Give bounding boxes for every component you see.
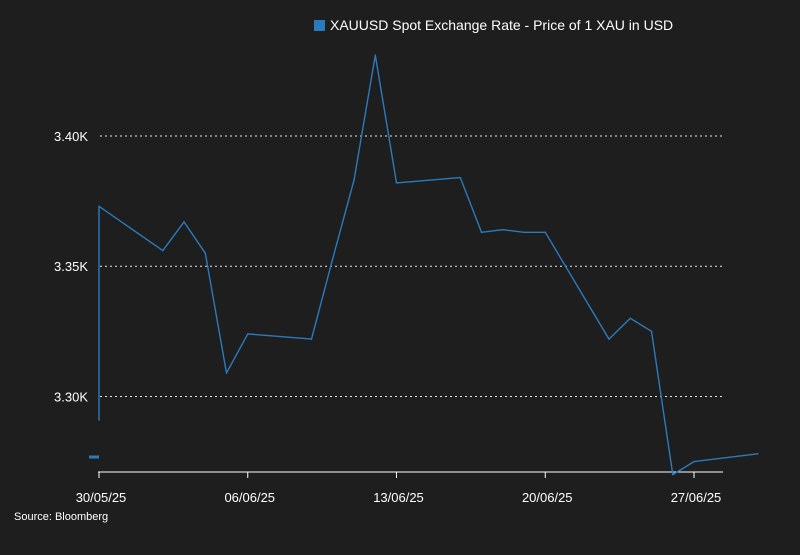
data-point <box>693 460 695 463</box>
source-note: Source: Bloomberg <box>14 511 109 523</box>
data-point <box>459 176 462 179</box>
data-point <box>629 317 632 320</box>
data-point <box>671 473 674 476</box>
data-point <box>544 231 547 234</box>
data-point <box>310 338 313 340</box>
data-point <box>204 252 207 254</box>
x-tick-label: 27/06/25 <box>671 490 722 505</box>
data-point <box>395 182 398 184</box>
y-tick-label: 3.35K <box>54 259 88 274</box>
x-tick-label: 30/05/25 <box>76 490 127 505</box>
data-point <box>183 221 185 223</box>
data-point <box>98 419 100 421</box>
data-point <box>161 249 164 252</box>
data-point <box>246 333 249 335</box>
legend-label: XAUUSD Spot Exchange Rate - Price of 1 X… <box>330 17 674 33</box>
data-point <box>353 179 355 182</box>
y-tick-label: 3.40K <box>54 129 88 144</box>
legend-swatch <box>314 19 325 31</box>
x-tick-label: 20/06/25 <box>522 490 573 505</box>
data-point <box>608 338 610 340</box>
data-point <box>331 257 334 260</box>
data-point <box>756 452 759 455</box>
series-line <box>98 54 758 476</box>
data-point <box>374 54 377 57</box>
data-point <box>523 231 525 234</box>
y-tick-label: 3.30K <box>54 389 88 404</box>
x-tick-label: 06/06/25 <box>224 490 275 505</box>
data-point <box>98 205 100 208</box>
data-point <box>225 372 228 374</box>
legend: XAUUSD Spot Exchange Rate - Price of 1 X… <box>314 17 673 33</box>
data-point <box>480 231 483 234</box>
x-tick-label: 13/06/25 <box>373 490 424 505</box>
data-point <box>501 228 504 231</box>
data-point <box>650 330 653 333</box>
